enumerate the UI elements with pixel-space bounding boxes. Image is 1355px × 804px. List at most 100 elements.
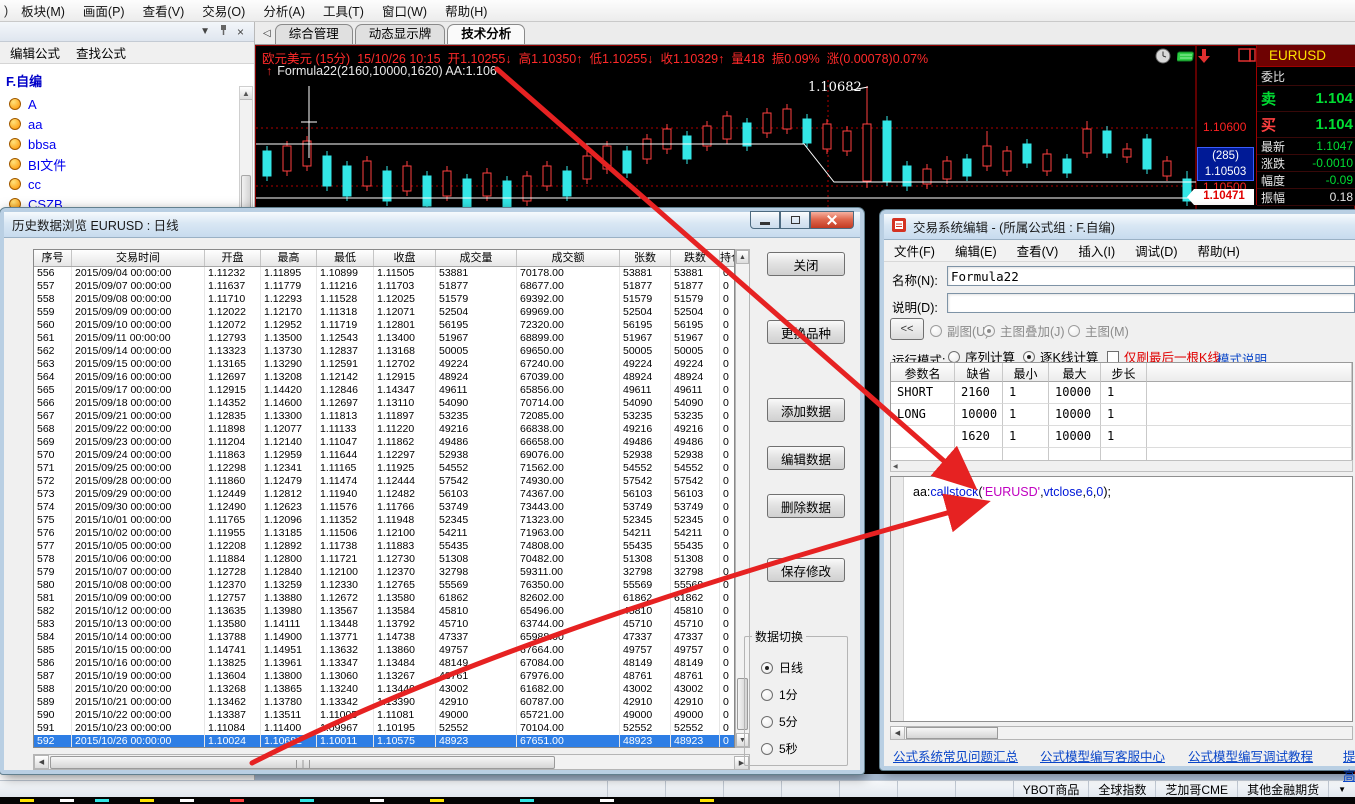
workspace-tab-综合管理[interactable]: 综合管理 [274,24,353,44]
scroll-left-icon[interactable]: ◀ [891,727,905,739]
sidebar-item-bbsa[interactable]: bbsa [0,134,254,154]
radio-日线[interactable]: 日线 [761,659,803,676]
editor-menu-item[interactable]: 插入(I) [1078,245,1116,259]
table-row[interactable]: 559 2015/09/09 00:00:00 1.12022 1.12170 1.11… [34,306,734,319]
close-data-button[interactable]: 关闭 [767,252,845,276]
column-header[interactable]: 最低 [317,250,374,266]
option-逐K线计算[interactable]: 逐K线计算 [1023,347,1098,366]
table-row[interactable]: 572 2015/09/28 00:00:00 1.11860 1.12479 1.11… [34,475,734,488]
radio-icon[interactable] [761,661,773,674]
column-header[interactable]: 成交额 [517,250,620,266]
table-row[interactable]: 590 2015/10/22 00:00:00 1.13387 1.13511 1.11… [34,709,734,722]
param-cell[interactable]: 10000 [1049,382,1101,404]
scroll-up-icon[interactable]: ▲ [736,250,749,264]
save-changes-button[interactable]: 保存修改 [767,558,845,582]
help-link[interactable]: 提高 [1343,750,1355,783]
column-header[interactable]: 张数 [620,250,671,266]
radio-1分[interactable]: 1分 [761,686,798,703]
table-row[interactable]: 585 2015/10/15 00:00:00 1.14741 1.14951 1.13… [34,644,734,657]
param-cell[interactable]: 1 [1101,404,1147,426]
parameter-table[interactable]: 参数名 缺省 最小 最大 步长 SHORT 2160 1 10000 1 LONG 10000 1 100… [890,362,1353,462]
table-row[interactable]: 583 2015/10/13 00:00:00 1.13580 1.14111 1.13… [34,618,734,631]
radio-5秒[interactable]: 5秒 [761,740,798,757]
table-row[interactable]: 582 2015/10/12 00:00:00 1.13635 1.13980 1.13… [34,605,734,618]
menu-item[interactable]: 板块(M) [21,5,65,19]
param-hscrollbar[interactable]: ◀ [890,460,1353,472]
sidebar-item-aa[interactable]: aa [0,114,254,134]
menu-item[interactable]: 工具(T) [323,5,364,19]
table-row[interactable]: 561 2015/09/11 00:00:00 1.12793 1.13500 1.12… [34,332,734,345]
param-cell[interactable]: 10000 [1049,404,1101,426]
scroll-down-icon[interactable] [1197,48,1211,69]
editor-menu-item[interactable]: 查看(V) [1016,245,1059,259]
table-row[interactable]: 562 2015/09/14 00:00:00 1.13323 1.13730 1.12… [34,345,734,358]
column-header[interactable]: 序号 [34,250,72,266]
table-row[interactable]: 564 2015/09/16 00:00:00 1.12697 1.13208 1.12… [34,371,734,384]
name-field[interactable]: Formula22 [947,266,1355,286]
column-header[interactable]: 缺省 [955,363,1003,382]
minimize-button[interactable] [750,211,780,229]
taskbar-tab-empty[interactable] [722,781,781,797]
radio-icon[interactable] [761,715,773,728]
table-row[interactable]: 581 2015/10/09 00:00:00 1.12757 1.13880 1.12… [34,592,734,605]
table-row[interactable]: 556 2015/09/04 00:00:00 1.11232 1.11895 1.10… [34,267,734,280]
param-cell[interactable]: LONG [891,404,955,426]
tab-edit-formula[interactable]: 编辑公式 [10,47,61,61]
menu-item[interactable]: 窗口(W) [381,5,428,19]
taskbar-tab-empty[interactable] [780,781,839,797]
sidebar-item-BI文件[interactable]: BI文件 [0,154,254,174]
taskbar-tab-芝加哥CME[interactable]: 芝加哥CME [1155,781,1237,797]
param-cell[interactable]: 1 [1003,404,1049,426]
table-row[interactable]: 560 2015/09/10 00:00:00 1.12072 1.12952 1.11… [34,319,734,332]
radio-icon[interactable] [761,688,773,701]
param-cell[interactable]: 10000 [955,404,1003,426]
taskbar-tab-empty[interactable] [838,781,897,797]
param-row[interactable]: SHORT 2160 1 10000 1 [891,382,1352,404]
checkbox-icon[interactable] [1107,350,1119,363]
table-row[interactable]: 592 2015/10/26 00:00:00 1.10024 1.10682 1.10… [34,735,734,747]
table-row[interactable]: 569 2015/09/23 00:00:00 1.11204 1.12140 1.11… [34,436,734,449]
param-cell[interactable]: 1 [1003,426,1049,448]
option-主图叠加(J)[interactable]: 主图叠加(J) [983,321,1065,340]
editor-menu-item[interactable]: 帮助(H) [1197,245,1240,259]
table-row[interactable]: 570 2015/09/24 00:00:00 1.11863 1.12959 1.11… [34,449,734,462]
param-cell[interactable]: SHORT [891,382,955,404]
table-row[interactable]: 566 2015/09/18 00:00:00 1.14352 1.14600 1.12… [34,397,734,410]
column-header[interactable]: 开盘 [205,250,261,266]
scrollbar-thumb[interactable] [50,756,555,769]
add-data-button[interactable]: 添加数据 [767,398,845,422]
table-row[interactable]: 588 2015/10/20 00:00:00 1.13268 1.13865 1.13… [34,683,734,696]
table-row[interactable]: 574 2015/09/30 00:00:00 1.12490 1.12623 1.11… [34,501,734,514]
help-link[interactable]: 公式系统常见问题汇总 [893,750,1019,764]
column-header[interactable]: 最高 [261,250,317,266]
close-panel-icon[interactable]: × [236,24,244,39]
column-header[interactable]: 交易时间 [72,250,205,266]
edit-data-button[interactable]: 编辑数据 [767,446,845,470]
table-row[interactable]: 586 2015/10/16 00:00:00 1.13825 1.13961 1.13… [34,657,734,670]
quote-symbol[interactable]: EURUSD [1257,45,1355,67]
scroll-left-icon[interactable]: ◀ [34,755,49,769]
param-cell[interactable]: 1 [1101,426,1147,448]
table-row[interactable]: 577 2015/10/05 00:00:00 1.12208 1.12892 1.11… [34,540,734,553]
tab-find-formula[interactable]: 查找公式 [76,47,127,61]
column-header[interactable]: 收盘 [374,250,436,266]
param-cell[interactable]: 10000 [1049,426,1101,448]
taskbar-tab-empty[interactable] [954,781,1013,797]
radio-icon[interactable] [761,742,773,755]
sidebar-item-cc[interactable]: cc [0,174,254,194]
param-cell[interactable] [891,426,955,448]
menu-item[interactable]: 画面(P) [82,5,125,19]
taskbar-tab-YBOT商品[interactable]: YBOT商品 [1012,781,1089,797]
dialog-titlebar[interactable]: 历史数据浏览 EURUSD : 日线 [4,211,860,238]
taskbar-tab-其他金融期货[interactable]: 其他金融期货 [1237,781,1328,797]
param-row[interactable]: 1620 1 10000 1 [891,426,1352,448]
option-副图(U)[interactable]: 副图(U) [930,321,989,340]
taskbar-tab-empty[interactable] [896,781,955,797]
back-icon[interactable]: ◁ [263,27,271,39]
radio-icon[interactable] [983,324,995,337]
workspace-tab-动态显示牌[interactable]: 动态显示牌 [354,24,446,44]
help-link[interactable]: 公式模型编写调试教程 [1188,750,1314,764]
table-row[interactable]: 576 2015/10/02 00:00:00 1.11955 1.13185 1.11… [34,527,734,540]
help-link[interactable]: 公式模型编写客服中心 [1040,750,1166,764]
menu-item[interactable]: 分析(A) [263,5,305,19]
